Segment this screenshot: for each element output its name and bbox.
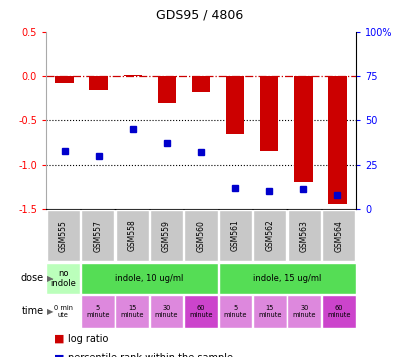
Text: GSM559: GSM559 bbox=[162, 220, 171, 252]
Bar bbox=[226, 76, 244, 134]
Bar bbox=[124, 75, 142, 76]
Text: 15
minute: 15 minute bbox=[120, 305, 144, 318]
Bar bbox=[218, 295, 252, 328]
Text: no
indole: no indole bbox=[50, 269, 76, 288]
Text: log ratio: log ratio bbox=[68, 334, 108, 344]
Bar bbox=[81, 263, 218, 294]
Text: GSM558: GSM558 bbox=[128, 220, 137, 251]
Bar bbox=[46, 295, 80, 328]
Text: GSM564: GSM564 bbox=[334, 220, 343, 252]
Bar bbox=[81, 295, 114, 328]
Text: 60
minute: 60 minute bbox=[189, 305, 213, 318]
Text: 0 min
ute: 0 min ute bbox=[54, 305, 73, 318]
Text: GSM561: GSM561 bbox=[231, 220, 240, 251]
Text: ■: ■ bbox=[54, 353, 64, 357]
Text: GSM562: GSM562 bbox=[265, 220, 274, 251]
Bar bbox=[46, 263, 80, 294]
Bar bbox=[260, 76, 278, 151]
Text: GSM555: GSM555 bbox=[59, 220, 68, 252]
Text: 30
minute: 30 minute bbox=[155, 305, 178, 318]
Text: 5
minute: 5 minute bbox=[224, 305, 247, 318]
Text: ■: ■ bbox=[54, 334, 64, 344]
Text: time: time bbox=[22, 306, 44, 317]
Bar bbox=[116, 210, 149, 261]
Bar bbox=[322, 295, 356, 328]
Bar bbox=[150, 210, 183, 261]
Text: GSM563: GSM563 bbox=[300, 220, 309, 252]
Bar bbox=[322, 210, 355, 261]
Bar bbox=[184, 210, 218, 261]
Bar bbox=[90, 76, 108, 90]
Bar bbox=[47, 210, 80, 261]
Text: ▶: ▶ bbox=[47, 307, 53, 316]
Text: ▶: ▶ bbox=[47, 274, 53, 283]
Bar bbox=[253, 210, 286, 261]
Text: indole, 10 ug/ml: indole, 10 ug/ml bbox=[115, 274, 184, 283]
Bar bbox=[55, 76, 74, 84]
Bar bbox=[81, 210, 114, 261]
Bar bbox=[115, 295, 149, 328]
Bar bbox=[192, 76, 210, 92]
Text: GSM560: GSM560 bbox=[196, 220, 206, 252]
Text: GSM557: GSM557 bbox=[93, 220, 102, 252]
Text: 5
minute: 5 minute bbox=[86, 305, 110, 318]
Text: indole, 15 ug/ml: indole, 15 ug/ml bbox=[253, 274, 321, 283]
Bar bbox=[288, 210, 321, 261]
Text: 15
minute: 15 minute bbox=[258, 305, 282, 318]
Bar bbox=[218, 263, 356, 294]
Bar bbox=[150, 295, 184, 328]
Text: 30
minute: 30 minute bbox=[292, 305, 316, 318]
Bar bbox=[328, 76, 347, 205]
Bar bbox=[219, 210, 252, 261]
Bar bbox=[184, 295, 218, 328]
Bar bbox=[288, 295, 321, 328]
Text: percentile rank within the sample: percentile rank within the sample bbox=[68, 353, 233, 357]
Text: 60
minute: 60 minute bbox=[327, 305, 350, 318]
Bar bbox=[294, 76, 312, 182]
Text: GDS95 / 4806: GDS95 / 4806 bbox=[156, 9, 244, 22]
Bar bbox=[158, 76, 176, 103]
Text: dose: dose bbox=[21, 273, 44, 283]
Bar bbox=[253, 295, 287, 328]
